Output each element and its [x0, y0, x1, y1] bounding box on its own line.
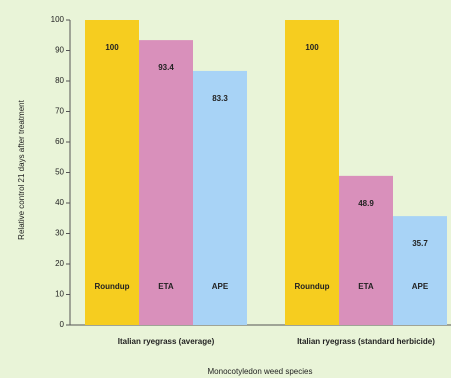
- x-tick-label: Italian ryegrass (average): [118, 337, 215, 346]
- series-label: APE: [412, 282, 429, 291]
- bar: [85, 20, 139, 325]
- y-tick-label: 90: [55, 46, 64, 55]
- value-label: 100: [105, 43, 119, 52]
- series-label: Roundup: [94, 282, 129, 291]
- bar: [193, 70, 247, 325]
- bar: [139, 40, 193, 325]
- y-tick-label: 10: [55, 290, 64, 299]
- value-label: 93.4: [158, 63, 174, 72]
- series-label: ETA: [358, 282, 374, 291]
- value-label: 83.3: [212, 94, 228, 103]
- value-label: 100: [305, 43, 319, 52]
- series-label: ETA: [158, 282, 174, 291]
- y-tick-label: 70: [55, 107, 64, 116]
- bar: [393, 216, 447, 325]
- y-tick-label: 0: [60, 320, 65, 329]
- series-label: Roundup: [294, 282, 329, 291]
- y-tick-label: 20: [55, 259, 64, 268]
- y-tick-label: 100: [51, 15, 65, 24]
- value-label: 35.7: [412, 239, 428, 248]
- y-tick-label: 30: [55, 229, 64, 238]
- value-label: 48.9: [358, 199, 374, 208]
- x-tick-label: Italian ryegrass (standard herbicide): [297, 337, 435, 346]
- y-axis-label: Relative control 21 days after treatment: [17, 99, 26, 239]
- x-axis-label: Monocotyledon weed species: [208, 367, 313, 376]
- y-tick-label: 80: [55, 76, 64, 85]
- y-tick-label: 50: [55, 168, 64, 177]
- bar: [285, 20, 339, 325]
- bar: [339, 175, 393, 325]
- y-tick-label: 40: [55, 198, 64, 207]
- y-tick-label: 60: [55, 137, 64, 146]
- series-label: APE: [212, 282, 229, 291]
